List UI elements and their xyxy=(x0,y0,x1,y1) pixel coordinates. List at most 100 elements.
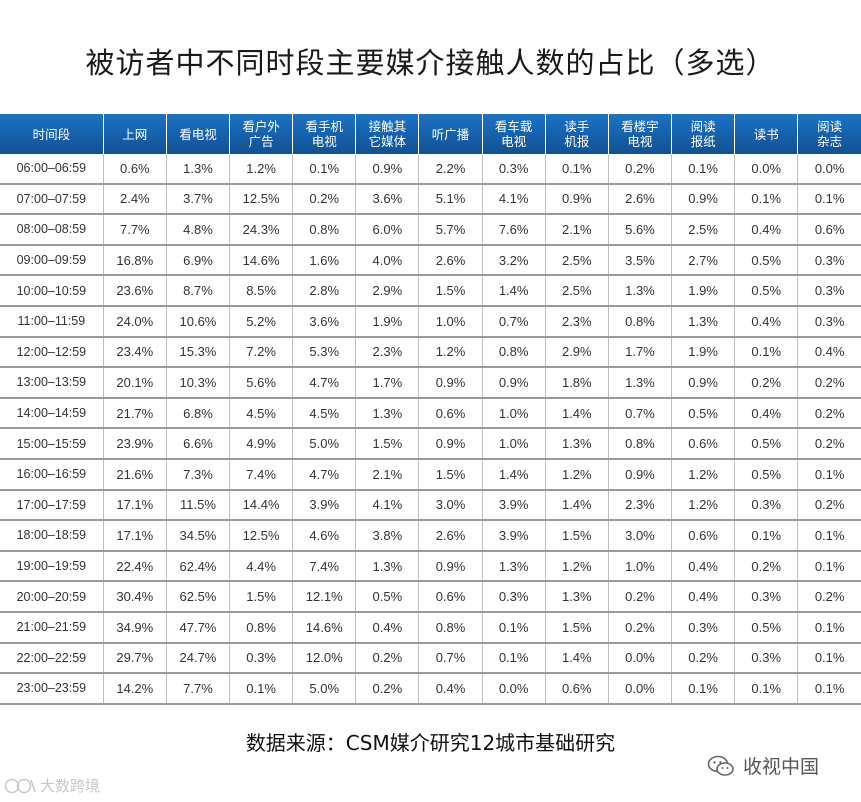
percentage-cell: 1.3% xyxy=(355,397,420,430)
percentage-cell: 23.4% xyxy=(103,336,167,369)
watermark-right: 收视中国 xyxy=(707,752,819,779)
percentage-cell: 0.3% xyxy=(734,489,799,522)
percentage-cell: 0.7% xyxy=(482,305,546,338)
column-header: 读手 机报 xyxy=(545,114,609,154)
percentage-cell: 3.9% xyxy=(482,520,546,552)
percentage-cell: 1.9% xyxy=(671,275,736,307)
time-slot-cell: 16:00–16:59 xyxy=(0,458,104,491)
percentage-cell: 6.8% xyxy=(166,397,231,430)
column-header: 接触其 它媒体 xyxy=(355,114,420,154)
percentage-cell: 0.5% xyxy=(671,397,736,430)
percentage-cell: 14.2% xyxy=(103,673,167,705)
percentage-cell: 4.1% xyxy=(482,183,546,216)
column-header-line: 时间段 xyxy=(32,126,71,142)
percentage-cell: 5.6% xyxy=(229,367,294,399)
percentage-cell: 0.0% xyxy=(482,673,546,705)
percentage-cell: 0.6% xyxy=(797,214,861,246)
column-header-line: 上网 xyxy=(122,126,148,142)
percentage-cell: 1.0% xyxy=(418,305,483,338)
percentage-cell: 0.1% xyxy=(229,673,294,705)
percentage-cell: 0.5% xyxy=(734,428,799,460)
percentage-cell: 0.4% xyxy=(734,397,799,430)
percentage-cell: 2.5% xyxy=(545,275,609,307)
percentage-cell: 4.7% xyxy=(292,367,357,399)
column-header-line: 读书 xyxy=(753,126,779,142)
percentage-cell: 0.9% xyxy=(418,367,483,399)
percentage-cell: 3.0% xyxy=(418,489,483,522)
brand-logo-icon xyxy=(4,778,36,793)
time-slot-cell: 11:00–11:59 xyxy=(0,305,104,338)
percentage-cell: 0.2% xyxy=(734,367,799,399)
percentage-cell: 0.6% xyxy=(671,428,736,460)
percentage-cell: 6.9% xyxy=(166,244,231,277)
column-header-line: 杂志 xyxy=(817,134,843,149)
percentage-cell: 0.8% xyxy=(418,611,483,644)
header-row: 时间段 上网 看电视 看户外 广告 看手机 电视 接触其 它媒体 听广播 看车载 电视 读手 机报 看楼宇电… xyxy=(0,114,861,154)
percentage-cell: 3.6% xyxy=(292,305,357,338)
percentage-cell: 5.3% xyxy=(292,336,357,369)
percentage-cell: 6.0% xyxy=(355,214,420,246)
percentage-cell: 5.7% xyxy=(418,214,483,246)
percentage-cell: 2.3% xyxy=(608,489,673,522)
percentage-cell: 0.8% xyxy=(229,611,294,644)
percentage-cell: 1.4% xyxy=(482,275,546,307)
percentage-cell: 3.5% xyxy=(608,244,673,277)
percentage-cell: 2.8% xyxy=(292,275,357,307)
table-row: 11:00–11:59 24.0% 10.6% 5.2% 3.6% 1.9% 1.0% 0.7… xyxy=(0,305,861,338)
table-row: 14:00–14:59 21.7% 6.8% 4.5% 4.5% 1.3% 0.6% 1.0%… xyxy=(0,397,861,430)
watermark-left: 大数跨境 xyxy=(4,775,100,796)
percentage-cell: 1.3% xyxy=(608,275,673,307)
time-slot-cell: 20:00–20:59 xyxy=(0,581,104,613)
percentage-cell: 0.4% xyxy=(355,611,420,644)
percentage-cell: 0.8% xyxy=(292,214,357,246)
percentage-cell: 7.2% xyxy=(229,336,294,369)
table-row: 06:00–06:59 0.6% 1.3% 1.2% 0.1% 0.9% 2.2% 0.3% 0… xyxy=(0,154,861,185)
percentage-cell: 2.6% xyxy=(418,244,483,277)
percentage-cell: 1.5% xyxy=(229,581,294,613)
percentage-cell: 1.2% xyxy=(671,489,736,522)
percentage-cell: 0.0% xyxy=(608,642,673,675)
table-body: 06:00–06:59 0.6% 1.3% 1.2% 0.1% 0.9% 2.2% 0.3% 0… xyxy=(0,154,861,705)
percentage-cell: 2.4% xyxy=(103,183,167,216)
time-slot-cell: 13:00–13:59 xyxy=(0,367,104,399)
percentage-cell: 0.7% xyxy=(608,397,673,430)
percentage-cell: 2.5% xyxy=(545,244,609,277)
percentage-cell: 1.2% xyxy=(545,458,609,491)
percentage-cell: 0.1% xyxy=(671,154,736,185)
percentage-cell: 4.8% xyxy=(166,214,231,246)
percentage-cell: 30.4% xyxy=(103,581,167,613)
percentage-cell: 7.7% xyxy=(103,214,167,246)
watermark-left-text: 大数跨境 xyxy=(40,777,101,795)
percentage-cell: 24.3% xyxy=(229,214,294,246)
percentage-cell: 0.2% xyxy=(734,550,799,583)
time-slot-cell: 22:00–22:59 xyxy=(0,642,104,675)
percentage-cell: 4.9% xyxy=(229,428,294,460)
column-header: 听广播 xyxy=(418,114,483,154)
percentage-cell: 4.5% xyxy=(292,397,357,430)
percentage-cell: 1.3% xyxy=(166,154,231,185)
time-slot-cell: 21:00–21:59 xyxy=(0,611,104,644)
percentage-cell: 0.9% xyxy=(671,183,736,216)
percentage-cell: 0.5% xyxy=(734,275,799,307)
column-header: 看车载 电视 xyxy=(482,114,546,154)
percentage-cell: 10.3% xyxy=(166,367,231,399)
percentage-cell: 20.1% xyxy=(103,367,167,399)
time-slot-cell: 15:00–15:59 xyxy=(0,428,104,460)
percentage-cell: 0.2% xyxy=(797,428,861,460)
percentage-cell: 5.6% xyxy=(608,214,673,246)
percentage-cell: 5.0% xyxy=(292,428,357,460)
percentage-cell: 0.9% xyxy=(482,367,546,399)
percentage-cell: 0.3% xyxy=(734,581,799,613)
percentage-cell: 34.9% xyxy=(103,611,167,644)
percentage-cell: 0.1% xyxy=(482,642,546,675)
table-row: 17:00–17:59 17.1% 11.5% 14.4% 3.9% 4.1% 3.0% 3.… xyxy=(0,489,861,522)
column-header-line: 它媒体 xyxy=(368,134,407,149)
percentage-cell: 0.2% xyxy=(797,581,861,613)
percentage-cell: 0.1% xyxy=(797,520,861,552)
percentage-cell: 1.7% xyxy=(608,336,673,369)
percentage-cell: 0.4% xyxy=(671,581,736,613)
percentage-cell: 3.8% xyxy=(355,520,420,552)
column-header: 上网 xyxy=(103,114,167,154)
percentage-cell: 1.5% xyxy=(545,611,609,644)
media-table-container: 时间段 上网 看电视 看户外 广告 看手机 电视 接触其 它媒体 听广播 看车载 电视 读手 机报 看楼宇电… xyxy=(0,114,861,705)
